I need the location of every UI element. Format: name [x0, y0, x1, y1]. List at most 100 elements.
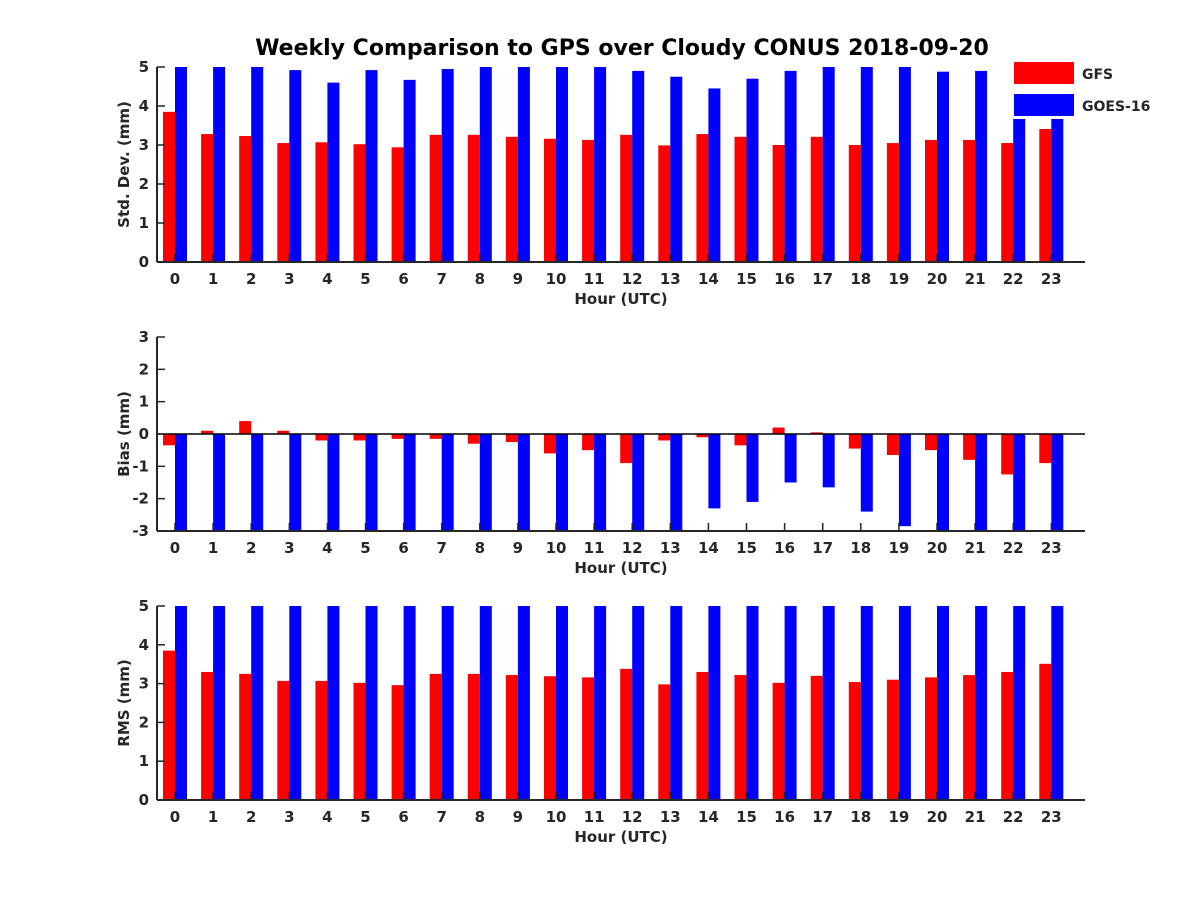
- bar-gfs-hour-9: [505, 136, 518, 262]
- bar-goes-16-hour-10: [556, 606, 568, 800]
- x-tick-label: 19: [888, 539, 909, 557]
- bar-goes-16-hour-8: [479, 67, 492, 262]
- y-tick-label: 0: [139, 253, 149, 271]
- y-tick-label: 0: [139, 425, 149, 443]
- x-tick-label: 0: [170, 808, 180, 826]
- x-tick-label: 9: [513, 539, 523, 557]
- bar-gfs-hour-21: [963, 139, 976, 262]
- x-tick-label: 19: [888, 270, 909, 288]
- bar-goes-16-hour-7: [441, 68, 454, 262]
- x-axis-label: Hour (UTC): [574, 290, 667, 308]
- bar-gfs-hour-22: [1001, 434, 1014, 475]
- bar-goes-16-hour-9: [517, 434, 530, 531]
- bar-gfs-hour-13: [658, 434, 671, 441]
- bar-goes-16-hour-13: [670, 434, 683, 531]
- bar-gfs-hour-14: [696, 134, 709, 262]
- bar-goes-16-hour-8: [479, 434, 492, 531]
- x-tick-label: 22: [1003, 270, 1024, 288]
- bar-goes-16-hour-13: [670, 76, 683, 262]
- x-tick-label: 10: [546, 539, 567, 557]
- bar-goes-16-hour-19: [898, 67, 911, 262]
- bar-goes-16-hour-3: [289, 70, 302, 263]
- x-tick-label: 6: [398, 808, 408, 826]
- bar-gfs-hour-3: [277, 680, 290, 800]
- y-tick-label: 1: [139, 214, 149, 232]
- bar-goes-16-hour-5: [365, 606, 378, 800]
- x-tick-label: 20: [927, 270, 948, 288]
- x-tick-label: 0: [170, 270, 180, 288]
- bar-goes-16-hour-12: [632, 606, 645, 800]
- bar-goes-16-hour-10: [556, 67, 568, 262]
- x-tick-label: 21: [965, 808, 986, 826]
- x-tick-label: 17: [812, 808, 833, 826]
- x-tick-label: 13: [660, 539, 681, 557]
- x-tick-label: 12: [622, 539, 643, 557]
- x-tick-label: 12: [622, 270, 643, 288]
- bar-gfs-hour-12: [620, 668, 633, 800]
- bar-goes-16-hour-3: [289, 606, 302, 800]
- x-tick-label: 22: [1003, 808, 1024, 826]
- bar-goes-16-hour-9: [517, 606, 530, 800]
- bar-gfs-hour-18: [848, 682, 861, 800]
- bar-goes-16-hour-4: [327, 434, 340, 531]
- x-axis-label: Hour (UTC): [574, 828, 667, 846]
- y-tick-label: 1: [139, 393, 149, 411]
- x-tick-label: 17: [812, 539, 833, 557]
- bar-goes-16-hour-22: [1013, 606, 1026, 800]
- bar-goes-16-hour-10: [556, 434, 568, 531]
- bar-goes-16-hour-22: [1013, 434, 1026, 531]
- x-tick-label: 18: [850, 808, 871, 826]
- y-tick-label: 3: [139, 675, 149, 693]
- bar-goes-16-hour-14: [708, 88, 721, 262]
- bar-gfs-hour-21: [963, 434, 976, 460]
- bar-goes-16-hour-3: [289, 434, 302, 531]
- bar-gfs-hour-23: [1039, 663, 1052, 800]
- bar-goes-16-hour-12: [632, 434, 645, 531]
- x-tick-label: 16: [774, 539, 795, 557]
- x-tick-label: 1: [208, 270, 218, 288]
- legend: GFS GOES-16: [1010, 57, 1162, 119]
- bar-goes-16-hour-20: [937, 71, 949, 263]
- bar-goes-16-hour-11: [594, 606, 607, 800]
- y-tick-label: 3: [139, 136, 149, 154]
- bar-goes-16-hour-20: [937, 606, 949, 800]
- x-tick-label: 4: [322, 539, 332, 557]
- x-tick-label: 8: [475, 808, 485, 826]
- x-tick-label: 1: [208, 808, 218, 826]
- bar-goes-16-hour-1: [213, 67, 226, 262]
- bar-gfs-hour-8: [467, 673, 480, 800]
- bar-goes-16-hour-12: [632, 70, 645, 263]
- bar-gfs-hour-3: [277, 430, 290, 434]
- bar-gfs-hour-17: [810, 432, 823, 434]
- x-tick-label: 9: [513, 808, 523, 826]
- bar-gfs-hour-16: [772, 682, 785, 800]
- x-tick-label: 12: [622, 808, 643, 826]
- x-tick-label: 11: [584, 808, 605, 826]
- legend-label-gfs: GFS: [1082, 67, 1113, 83]
- legend-swatch-goes-16: [1014, 94, 1074, 116]
- bar-gfs-hour-0: [163, 434, 175, 446]
- bar-goes-16-hour-23: [1051, 606, 1064, 800]
- x-tick-label: 6: [398, 539, 408, 557]
- bar-gfs-hour-8: [467, 134, 480, 262]
- x-tick-label: 7: [436, 539, 446, 557]
- bar-gfs-hour-2: [239, 136, 252, 262]
- legend-swatch-gfs: [1014, 62, 1074, 84]
- x-tick-label: 16: [774, 808, 795, 826]
- bar-gfs-hour-19: [886, 143, 899, 262]
- x-tick-label: 14: [698, 808, 719, 826]
- bar-gfs-hour-15: [734, 136, 747, 262]
- bar-gfs-hour-19: [886, 434, 899, 456]
- bar-gfs-hour-23: [1039, 129, 1052, 262]
- bar-gfs-hour-3: [277, 143, 290, 262]
- bar-goes-16-hour-9: [517, 67, 530, 262]
- x-tick-label: 9: [513, 270, 523, 288]
- y-tick-label: -1: [132, 457, 149, 475]
- x-tick-label: 18: [850, 270, 871, 288]
- bar-gfs-hour-7: [429, 673, 442, 800]
- bar-gfs-hour-15: [734, 434, 747, 446]
- bar-goes-16-hour-17: [822, 606, 835, 800]
- bar-gfs-hour-16: [772, 427, 785, 434]
- bar-gfs-hour-0: [163, 650, 175, 800]
